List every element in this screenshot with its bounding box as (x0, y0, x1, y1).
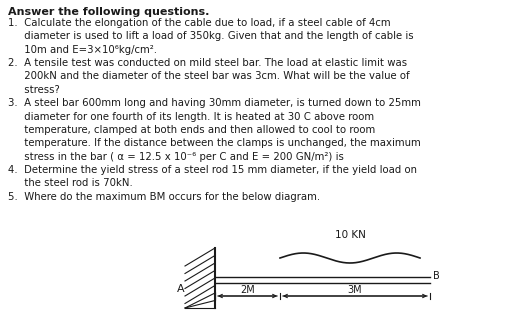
Text: B: B (433, 271, 440, 281)
Text: 3M: 3M (348, 285, 362, 295)
Text: 2M: 2M (240, 285, 255, 295)
Text: A: A (177, 284, 185, 294)
Text: Answer the following questions.: Answer the following questions. (8, 7, 209, 17)
Text: 1.  Calculate the elongation of the cable due to load, if a steel cable of 4cm
 : 1. Calculate the elongation of the cable… (8, 18, 421, 202)
Text: 10 KN: 10 KN (334, 230, 365, 240)
